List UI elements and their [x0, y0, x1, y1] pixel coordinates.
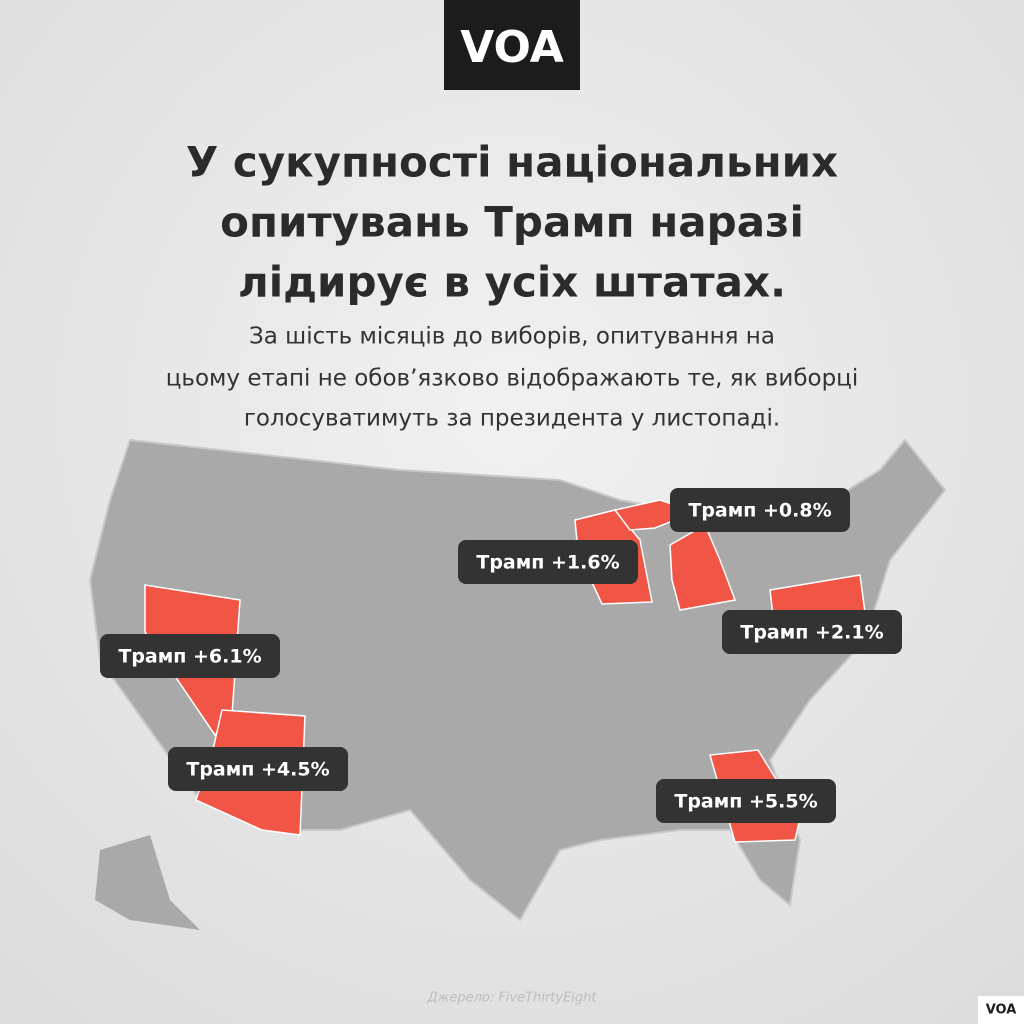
corner-logo-box [978, 996, 1024, 1024]
title-line: опитувань Трамп наразі [220, 198, 804, 247]
label: Трамп +5.5% [674, 791, 817, 813]
label-box [670, 488, 850, 532]
alaska [95, 835, 200, 930]
logo: VOA [460, 22, 564, 73]
label-box [656, 779, 836, 823]
label-box [458, 540, 638, 584]
label-box [168, 747, 348, 791]
subtitle-line: За шість місяців до виборів, опитування … [249, 324, 775, 350]
logo-box [444, 0, 580, 90]
subtitle-line: цьому етапі не обов’язково відображають … [166, 366, 858, 392]
label: Трамп +0.8% [688, 500, 831, 522]
label: Трамп +6.1% [118, 646, 261, 668]
source: Джерело: FiveThirtyEight [426, 991, 597, 1006]
title-line: лідирує в усіх штатах. [238, 258, 786, 307]
corner-logo: VOA [986, 1003, 1017, 1018]
subtitle-line: голосуватимуть за президента у листопаді… [244, 406, 780, 432]
label: Трамп +4.5% [186, 759, 329, 781]
label: Трамп +2.1% [740, 622, 883, 644]
label-box [100, 634, 280, 678]
title-line: У сукупності національних [186, 138, 838, 187]
label: Трамп +1.6% [476, 552, 619, 574]
label-box [722, 610, 902, 654]
